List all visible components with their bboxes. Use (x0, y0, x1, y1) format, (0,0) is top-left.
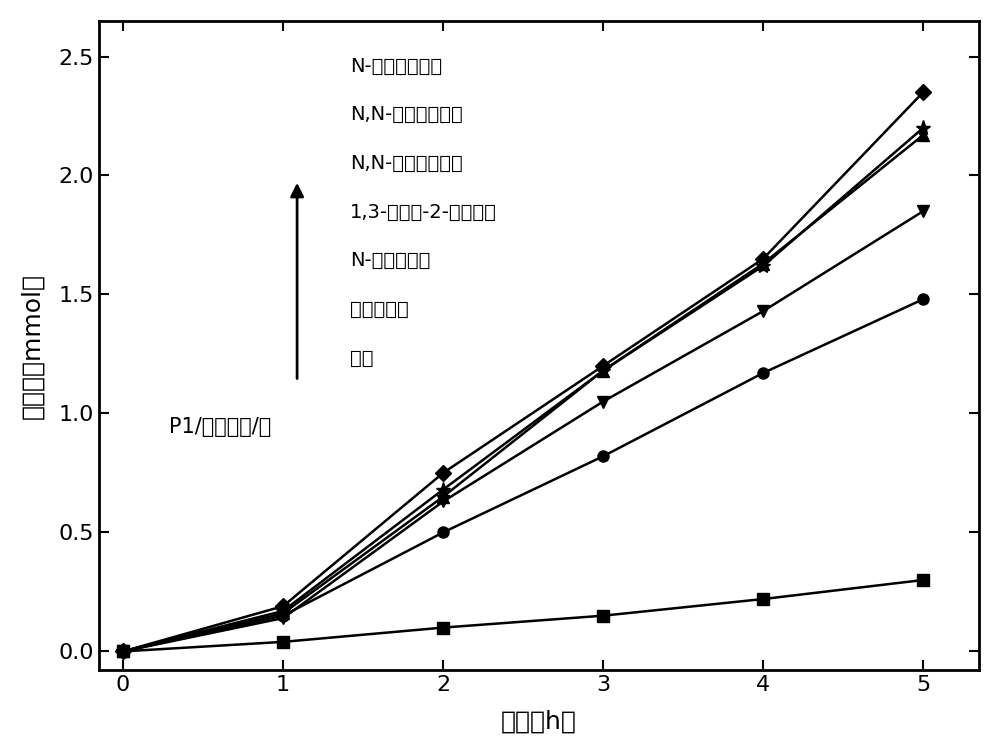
N-甲基吵咋烷酮 (757, 254, 769, 263)
甲醇 (597, 611, 609, 621)
1,3-二甲基-2-咋唑啊酮 (917, 207, 929, 216)
Line: N-甲基甲酰胺: N-甲基甲酰胺 (118, 293, 929, 657)
N-甲基甲酰胺 (437, 528, 449, 537)
N-甲基吵咋烷酮 (117, 647, 129, 656)
N,N-二甲基乙酰胺 (437, 485, 449, 494)
Line: 1,3-二甲基-2-咋唑啊酮: 1,3-二甲基-2-咋唑啊酮 (117, 205, 929, 657)
1,3-二甲基-2-咋唑啊酮 (277, 614, 289, 623)
Text: 1,3-二甲基-2-咋唑啊酮: 1,3-二甲基-2-咋唑啊酮 (350, 203, 497, 222)
甲醇 (757, 594, 769, 603)
N-甲基吵咋烷酮 (917, 87, 929, 97)
Y-axis label: 产氢量（mmol）: 产氢量（mmol） (21, 273, 45, 418)
Text: N,N-二甲基甲酰胺: N,N-二甲基甲酰胺 (350, 154, 463, 173)
1,3-二甲基-2-咋唑啊酮 (117, 647, 129, 656)
Line: N,N-二甲基乙酰胺: N,N-二甲基乙酰胺 (115, 121, 931, 659)
Text: N,N-二甲基乙酰胺: N,N-二甲基乙酰胺 (350, 106, 463, 124)
甲醇 (117, 647, 129, 656)
N,N-二甲基甲酰胺 (437, 492, 449, 501)
N,N-二甲基乙酰胺 (597, 366, 609, 375)
N-甲基甲酰胺 (277, 611, 289, 621)
Text: 二甲基亚督: 二甲基亚督 (350, 300, 409, 319)
N,N-二甲基乙酰胺 (277, 606, 289, 615)
N,N-二甲基甲酰胺 (597, 366, 609, 375)
Text: N-甲基吵咋烷酮: N-甲基吵咋烷酮 (350, 57, 442, 75)
N-甲基甲酰胺 (597, 452, 609, 461)
甲醇 (917, 575, 929, 584)
甲醇 (277, 637, 289, 646)
1,3-二甲基-2-咋唑啊酮 (437, 497, 449, 506)
N-甲基吵咋烷酮 (597, 361, 609, 370)
X-axis label: 时间（h）: 时间（h） (501, 710, 577, 733)
N-甲基甲酰胺 (117, 647, 129, 656)
N,N-二甲基甲酰胺 (117, 647, 129, 656)
甲醇 (437, 623, 449, 632)
Text: N-甲基甲酰胺: N-甲基甲酰胺 (350, 251, 430, 271)
N-甲基甲酰胺 (917, 295, 929, 304)
N-甲基甲酰胺 (757, 369, 769, 378)
Line: N-甲基吵咋烷酮: N-甲基吵咋烷酮 (118, 87, 929, 657)
Line: N,N-二甲基甲酰胺: N,N-二甲基甲酰胺 (117, 129, 929, 657)
N,N-二甲基乙酰胺 (757, 262, 769, 271)
Text: P1/抗坏血酸/水: P1/抗坏血酸/水 (169, 417, 272, 437)
N-甲基吵咋烷酮 (437, 468, 449, 477)
N,N-二甲基甲酰胺 (277, 608, 289, 618)
1,3-二甲基-2-咋唑啊酮 (757, 307, 769, 316)
N,N-二甲基甲酰胺 (757, 259, 769, 268)
N,N-二甲基乙酰胺 (917, 124, 929, 133)
Line: 甲醇: 甲醇 (118, 575, 929, 657)
N,N-二甲基甲酰胺 (917, 130, 929, 139)
N,N-二甲基乙酰胺 (117, 647, 129, 656)
N-甲基吵咋烷酮 (277, 602, 289, 611)
1,3-二甲基-2-咋唑啊酮 (597, 397, 609, 406)
Text: 甲醇: 甲醇 (350, 349, 373, 368)
